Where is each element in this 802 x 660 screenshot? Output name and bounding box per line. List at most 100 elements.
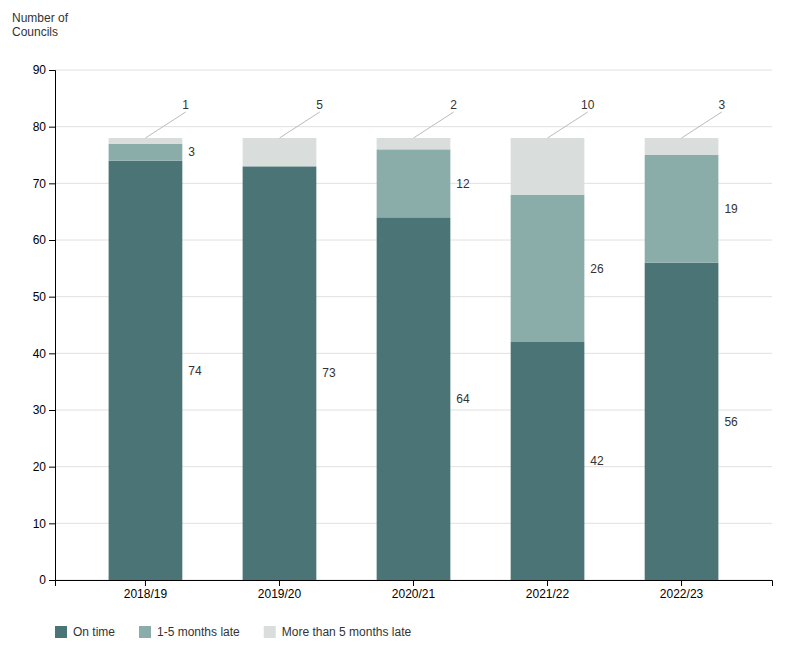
x-tick-label: 2020/21 (392, 587, 436, 601)
y-tick-mark (49, 127, 55, 128)
y-tick-label: 70 (33, 177, 47, 191)
bar-segment (511, 138, 585, 195)
data-label: 26 (590, 262, 604, 276)
data-label: 12 (456, 177, 470, 191)
y-tick: 40 (33, 347, 55, 361)
x-tick: 2018/19 (124, 580, 168, 601)
y-tick: 90 (33, 63, 55, 77)
y-axis: 0 10 20 30 40 50 60 70 80 90 (33, 63, 56, 587)
legend-label: 1-5 months late (157, 625, 240, 639)
grid (55, 70, 772, 580)
series (109, 144, 719, 342)
data-label: 19 (724, 202, 738, 216)
x-axis: 2018/19 2019/20 2020/21 2021/22 2022/23 (56, 580, 773, 601)
x-tick-mark (279, 580, 280, 586)
y-tick-label: 50 (33, 290, 47, 304)
series (109, 161, 719, 580)
legend-swatch (55, 626, 67, 638)
y-tick-mark (49, 410, 55, 411)
leader-line (279, 112, 319, 138)
bar-segment (109, 144, 183, 161)
y-tick-mark (49, 70, 55, 71)
y-tick: 0 (39, 573, 55, 587)
bar-segment (377, 138, 451, 149)
y-tick-label: 90 (33, 63, 47, 77)
legend-swatch (139, 626, 151, 638)
y-tick-mark (49, 240, 55, 241)
bar-segment (645, 263, 719, 580)
data-label: 10 (581, 98, 595, 112)
x-tick-mark (681, 580, 682, 586)
data-label: 73 (322, 366, 336, 380)
legend-swatch (264, 626, 276, 638)
bars (109, 138, 719, 580)
x-tick-mark (413, 580, 414, 586)
leader-line (145, 112, 185, 138)
data-label: 5 (316, 98, 323, 112)
bar-segment (377, 149, 451, 217)
leader-line (414, 112, 454, 138)
x-tick: 2021/22 (526, 580, 570, 601)
x-tick-label: 2018/19 (124, 587, 168, 601)
legend: On time 1-5 months late More than 5 months… (55, 625, 411, 639)
x-tick: 2020/21 (392, 580, 436, 601)
y-tick: 10 (33, 517, 55, 531)
y-axis-line (49, 71, 56, 581)
leader-line (682, 112, 722, 138)
data-label: 3 (188, 145, 195, 159)
bar-segment (243, 166, 317, 580)
x-tick-mark (547, 580, 548, 586)
legend-item: 1-5 months late (139, 625, 240, 639)
y-tick-mark (49, 353, 55, 354)
y-tick-label: 60 (33, 233, 47, 247)
y-tick: 80 (33, 120, 55, 134)
y-tick-mark (49, 580, 55, 581)
data-label: 74 (188, 364, 202, 378)
bar-segment (511, 195, 585, 342)
y-tick-label: 20 (33, 460, 47, 474)
y-tick-mark (49, 523, 55, 524)
data-label: 56 (724, 415, 738, 429)
x-tick: 2022/23 (660, 580, 704, 601)
y-tick: 60 (33, 233, 55, 247)
y-tick-label: 30 (33, 403, 47, 417)
data-label: 1 (182, 98, 189, 112)
bar-segment (511, 342, 585, 580)
x-tick: 2019/20 (258, 580, 302, 601)
leader-line (548, 112, 588, 138)
bar-segment (645, 138, 719, 155)
y-axis-title-line: Councils (12, 25, 58, 39)
legend-label: More than 5 months late (282, 625, 412, 639)
bar-segment (109, 138, 183, 144)
y-tick: 20 (33, 460, 55, 474)
bar-segment (243, 138, 317, 166)
grid-line (55, 70, 772, 71)
y-tick: 50 (33, 290, 55, 304)
x-tick-label: 2019/20 (258, 587, 302, 601)
y-axis-title-line: Number of (12, 11, 69, 25)
x-tick-label: 2021/22 (526, 587, 570, 601)
data-label: 2 (450, 98, 457, 112)
data-label: 3 (718, 98, 725, 112)
bar-segment (645, 155, 719, 263)
y-tick: 70 (33, 177, 55, 191)
y-tick-mark (49, 183, 55, 184)
x-axis-line (56, 581, 773, 587)
y-tick-label: 80 (33, 120, 47, 134)
data-labels: 74736442563122619152103 (145, 98, 738, 468)
bar-segment (109, 161, 183, 580)
bar-segment (377, 217, 451, 580)
y-tick-mark (49, 297, 55, 298)
x-tick-mark (145, 580, 146, 586)
series (109, 138, 719, 195)
y-tick-label: 40 (33, 347, 47, 361)
plot: 0 10 20 30 40 50 60 70 80 90 2018/19 2019/20 2020/21… (33, 63, 773, 600)
y-tick-label: 10 (33, 517, 47, 531)
data-label: 64 (456, 392, 470, 406)
legend-item: On time (55, 625, 115, 639)
chart: 0 10 20 30 40 50 60 70 80 90 2018/19 2019/20 2020/21… (0, 0, 802, 660)
y-tick: 30 (33, 403, 55, 417)
legend-label: On time (73, 625, 115, 639)
y-axis-title: Number ofCouncils (12, 11, 69, 39)
y-tick-label: 0 (39, 573, 46, 587)
